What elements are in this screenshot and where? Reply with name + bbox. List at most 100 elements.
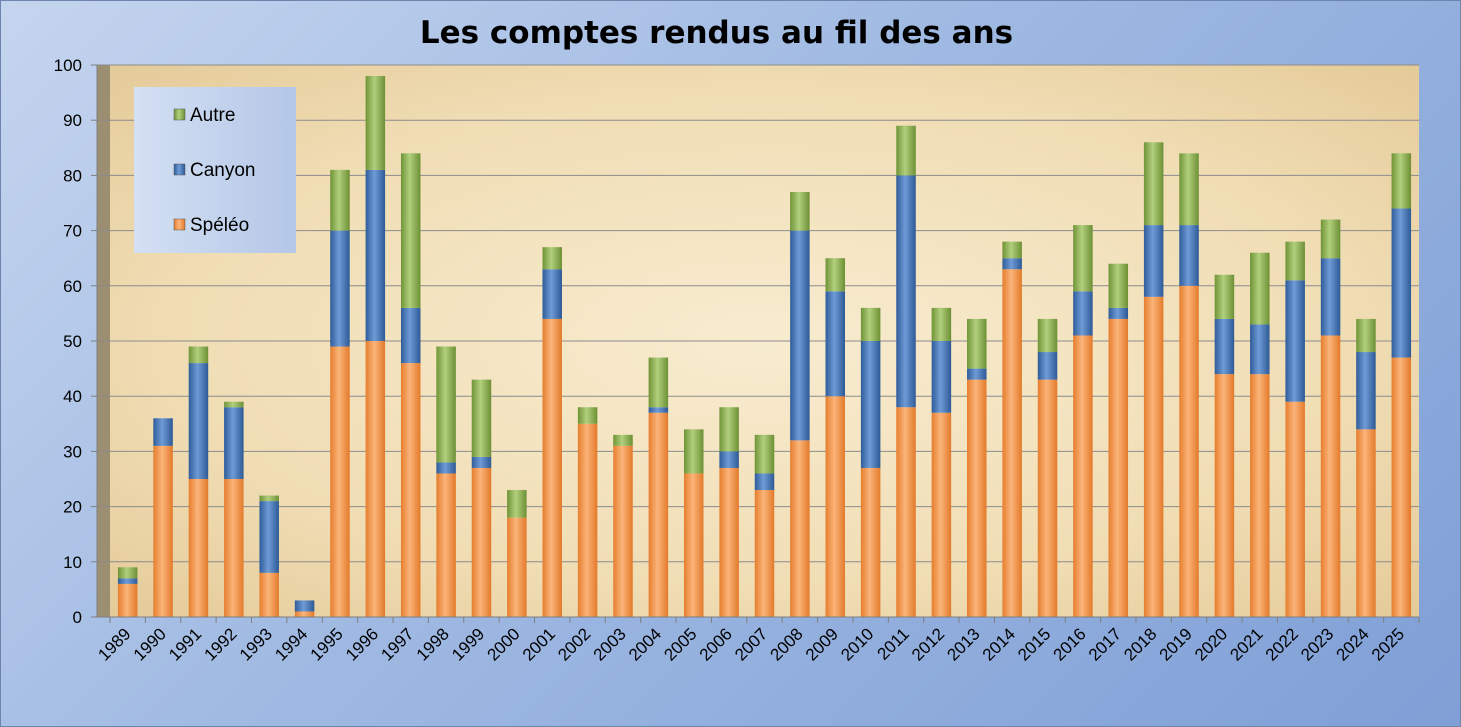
x-tick-label: 1999 [448,624,488,664]
legend-label: Spéléo [190,215,249,236]
bar-2025-spéléo [1391,357,1412,617]
chart-title: Les comptes rendus au fil des ans [419,15,1014,51]
bar-1999-spéléo [471,467,492,617]
x-tick-label: 1995 [307,624,347,664]
bar-2022-spéléo [1285,401,1305,617]
bar-2009-spéléo [825,396,846,617]
bar-2009-canyon [825,291,846,397]
x-tick-label: 2000 [483,624,523,664]
y-tick-label: 50 [63,332,82,351]
legend: Autre Canyon Spéléo [134,87,296,253]
x-tick-label: 2002 [554,624,594,664]
bar-1997-spéléo [400,363,421,617]
x-tick-label: 2021 [1226,624,1266,664]
x-tick-label: 1994 [271,624,311,664]
bar-2015-canyon [1037,352,1058,380]
bar-2006-canyon [719,451,739,468]
bar-2022-canyon [1285,280,1305,402]
bar-2012-spéléo [931,412,952,617]
bar-2011-autre [896,125,916,176]
bar-1991-spéléo [188,479,209,617]
bar-2011-canyon [896,175,916,408]
x-tick-label: 2023 [1297,624,1337,664]
y-tick-label: 70 [63,222,82,241]
x-tick-label: 2015 [1014,624,1054,664]
bar-1993-spéléo [259,572,279,617]
y-tick-label: 100 [54,56,82,75]
x-tick-label: 2019 [1156,624,1196,664]
bar-2013-autre [967,318,987,369]
x-tick-label: 2020 [1191,624,1231,664]
bar-2024-spéléo [1356,429,1376,617]
bar-1998-canyon [436,462,456,474]
bar-2004-canyon [648,407,669,413]
bar-2016-autre [1073,225,1093,292]
x-tick-label: 1998 [413,624,453,664]
bar-2018-autre [1143,142,1164,226]
x-tick-label: 1997 [377,624,417,664]
bar-2004-spéléo [648,412,669,617]
bar-2006-spéléo [719,467,739,617]
bar-2013-canyon [967,368,987,380]
bar-2002-spéléo [577,423,598,617]
bar-1995-spéléo [330,346,350,617]
x-tick-label: 2008 [767,624,807,664]
x-tick-label: 2003 [590,624,630,664]
bar-2000-autre [507,490,527,518]
bar-2001-autre [542,247,562,270]
x-tick-label: 1991 [165,624,205,664]
bar-2018-canyon [1143,225,1164,297]
bar-1993-canyon [259,501,279,573]
bar-2015-spéléo [1037,379,1058,617]
bar-2003-autre [613,434,633,446]
y-tick-label: 30 [63,442,82,461]
x-tick-label: 2010 [837,624,877,664]
y-axis: 0 10 20 30 40 50 60 70 80 90 100 [54,56,98,627]
legend-swatch-canyon [173,163,186,176]
x-tick-label: 1990 [130,624,170,664]
bar-1995-canyon [330,230,350,347]
bar-2025-canyon [1391,208,1412,358]
x-tick-label: 2013 [943,624,983,664]
bar-2007-canyon [754,473,775,491]
bar-2023-spéléo [1320,335,1341,617]
y-tick-label: 10 [63,553,82,572]
bar-2016-canyon [1073,291,1093,336]
bar-1998-spéléo [436,473,456,617]
bar-1992-spéléo [224,479,244,617]
bar-2020-spéléo [1214,374,1235,617]
bar-2023-canyon [1320,258,1341,336]
bar-1992-autre [224,401,244,408]
bar-1997-autre [400,153,421,308]
bar-1989-spéléo [117,583,138,617]
bar-2001-canyon [542,269,562,319]
bar-2010-spéléo [860,467,881,617]
x-tick-label: 2025 [1368,624,1408,664]
bar-2008-autre [790,191,810,231]
y-tick-label: 40 [63,387,82,406]
y-tick-label: 0 [73,608,82,627]
x-axis: 1989199019911992199319941995199619971998… [94,616,1420,665]
bar-1991-canyon [188,363,209,479]
bar-1989-autre [117,567,138,579]
bar-2013-spéléo [967,379,987,617]
bar-1996-spéléo [365,341,386,617]
bar-2017-canyon [1108,307,1129,319]
bars [117,76,1412,617]
x-tick-label: 2004 [625,624,665,664]
bar-2021-spéléo [1250,374,1270,617]
bar-1990-spéléo [153,445,173,617]
x-tick-label: 2006 [696,624,736,664]
bar-1999-canyon [471,456,492,468]
bar-1997-canyon [400,307,421,364]
x-tick-label: 1992 [200,624,240,664]
x-tick-label: 2017 [1085,624,1125,664]
legend-box [134,87,296,253]
bar-1989-canyon [117,578,138,584]
bar-1994-canyon [294,600,315,612]
bar-2020-autre [1214,274,1235,319]
bar-2004-autre [648,357,669,408]
bar-2015-autre [1037,318,1058,353]
bar-2007-autre [754,434,775,474]
x-tick-label: 2001 [519,624,559,664]
